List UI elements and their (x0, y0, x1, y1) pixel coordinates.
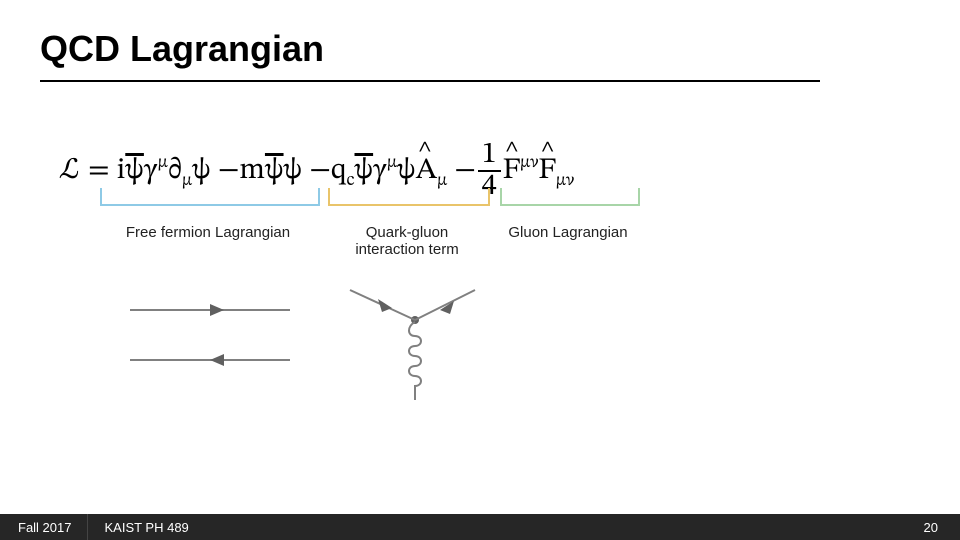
slide-title: QCD Lagrangian (40, 28, 324, 70)
footer-page-number: 20 (924, 520, 960, 535)
eq-t3-psibar: ψ (355, 152, 374, 190)
eq-t1-mu-sup: μ (158, 154, 168, 172)
eq-t1-psi: ψ (192, 152, 211, 190)
eq-eq: = (88, 152, 110, 190)
eq-t3-A: A (416, 152, 438, 190)
underbrace-term2 (328, 188, 490, 206)
underbrace-term1 (100, 188, 320, 206)
eq-t4-F2: F (538, 152, 556, 190)
eq-t1-d: ∂ (168, 152, 182, 190)
label-term2-line1: Quark-gluon (328, 224, 486, 241)
eq-t2-minus: − (218, 152, 240, 190)
eq-lhs: ℒ (60, 152, 81, 190)
eq-t4-minus: − (454, 152, 476, 190)
eq-t2-psi: ψ (284, 152, 303, 190)
eq-t3-mu-sup: μ (387, 154, 397, 172)
footer-course: KAIST PH 489 (88, 520, 188, 535)
eq-t1-psibar: ψ (125, 152, 144, 190)
underbrace-term3 (500, 188, 640, 206)
label-term3: Gluon Lagrangian (500, 224, 636, 241)
eq-t2-psibar: ψ (265, 152, 284, 190)
eq-t3-minus: − (309, 152, 331, 190)
slide-footer: Fall 2017 KAIST PH 489 20 (0, 514, 960, 540)
title-underline (40, 80, 820, 82)
label-term1: Free fermion Lagrangian (100, 224, 316, 241)
eq-t4-F1: F (503, 152, 521, 190)
eq-t1-gamma: γ (144, 152, 158, 190)
eq-t4-num: 1 (478, 140, 501, 172)
slide: QCD Lagrangian ℒ = iψγμ∂μψ − mψψ − qcψγμ… (0, 0, 960, 540)
feynman-diagram (120, 280, 480, 420)
eq-t3-psi: ψ (397, 152, 416, 190)
eq-t3-gamma: γ (373, 152, 387, 190)
eq-t3-q: q (331, 152, 347, 190)
footer-semester: Fall 2017 (0, 520, 87, 535)
label-term2-line2: interaction term (328, 241, 486, 258)
label-term2: Quark-gluon interaction term (328, 224, 486, 258)
eq-t1-i: i (117, 152, 126, 190)
eq-t4-munu-sup: μν (520, 154, 538, 172)
eq-t2-m: m (239, 152, 265, 190)
